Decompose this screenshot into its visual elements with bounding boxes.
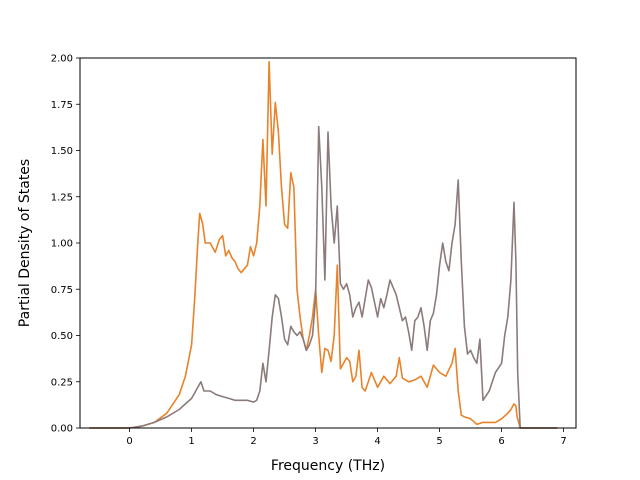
y-tick-label: 0.25 (51, 377, 73, 388)
x-tick-label: 7 (560, 436, 566, 447)
y-tick-label: 0.75 (51, 285, 73, 296)
x-tick-label: 1 (188, 436, 194, 447)
y-tick-label: 0.50 (51, 331, 73, 342)
y-tick-label: 1.00 (51, 239, 73, 250)
y-axis-label: Partial Density of States (17, 159, 33, 327)
y-axis-ticks: 0.00 0.25 0.50 0.75 1.00 1.25 1.50 1.75 2.00 (51, 54, 80, 435)
y-tick-label: 1.75 (51, 100, 73, 111)
y-tick-label: 2.00 (51, 54, 73, 65)
x-tick-label: 6 (498, 436, 504, 447)
x-axis-label: Frequency (THz) (271, 458, 385, 474)
series-layer (89, 60, 558, 429)
x-tick-label: 2 (250, 436, 256, 447)
x-tick-label: 4 (374, 436, 380, 447)
y-tick-label: 1.50 (51, 146, 73, 157)
x-axis-ticks: 0 1 2 3 4 5 6 7 (126, 428, 567, 447)
x-tick-label: 0 (126, 436, 132, 447)
y-tick-label: 0.00 (51, 424, 73, 435)
x-tick-label: 5 (436, 436, 442, 447)
y-tick-label: 1.25 (51, 192, 73, 203)
series-line-1 (89, 60, 558, 429)
x-tick-label: 3 (312, 436, 318, 447)
series-line-2 (89, 125, 558, 429)
